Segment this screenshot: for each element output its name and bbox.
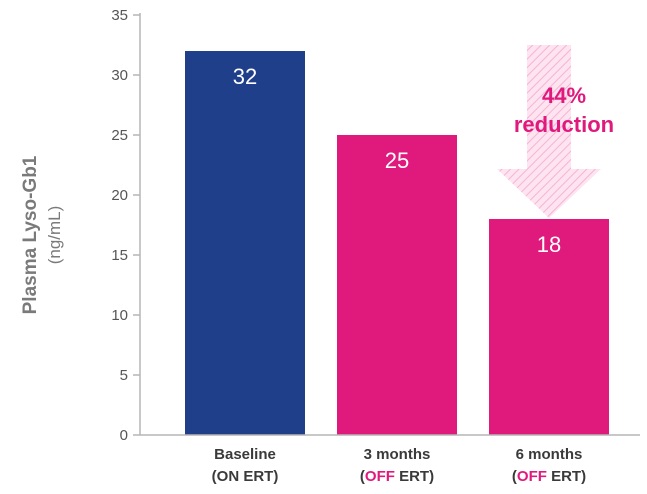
category-label-line2: (OFF ERT) (360, 468, 434, 485)
category-label-status: OFF (365, 468, 395, 485)
y-tick-label: 25 (111, 127, 128, 144)
y-tick-label: 30 (111, 67, 128, 84)
y-axis-unit: (ng/mL) (45, 206, 64, 265)
y-tick-label: 0 (120, 427, 128, 444)
bar (489, 219, 609, 435)
bar-value-label: 18 (537, 232, 561, 257)
category-label-suffix: ERT) (395, 468, 434, 485)
y-tick-label: 20 (111, 187, 128, 204)
reduction-annotation: 44% reduction (497, 45, 614, 218)
bar (185, 51, 305, 435)
y-tick-label: 15 (111, 247, 128, 264)
category-label-suffix: ERT) (547, 468, 586, 485)
y-tick-label: 35 (111, 7, 128, 24)
y-axis-title: Plasma Lyso-Gb1 (ng/mL) (20, 155, 64, 314)
y-axis-label: Plasma Lyso-Gb1 (20, 155, 41, 314)
x-axis-category-labels: Baseline(ON ERT)3 months(OFF ERT)6 month… (212, 446, 586, 485)
category-label-paren-open: ( (360, 468, 365, 485)
y-tick-label: 10 (111, 307, 128, 324)
y-tick-label: 5 (120, 367, 128, 384)
category-label-status: ON (217, 468, 240, 485)
category-label-paren-open: ( (512, 468, 517, 485)
category-label-line2: (ON ERT) (212, 468, 279, 485)
bar-value-label: 32 (233, 64, 257, 89)
category-label-status: OFF (517, 468, 547, 485)
annotation-text: reduction (514, 112, 614, 137)
category-label-line1: 3 months (364, 446, 431, 463)
category-label-paren-open: ( (212, 468, 217, 485)
category-label-suffix: ERT) (239, 468, 278, 485)
reduction-arrow (497, 45, 601, 218)
category-label-line1: 6 months (516, 446, 583, 463)
bar-value-label: 25 (385, 148, 409, 173)
y-axis-ticks: 0 5 10 15 20 25 30 35 (111, 7, 140, 444)
category-label-line1: Baseline (214, 446, 276, 463)
bar (337, 135, 457, 435)
bars (185, 51, 609, 435)
category-label-line2: (OFF ERT) (512, 468, 586, 485)
annotation-percent: 44% (542, 83, 586, 108)
value-labels: 32 25 18 (233, 64, 561, 257)
axes (139, 13, 640, 436)
